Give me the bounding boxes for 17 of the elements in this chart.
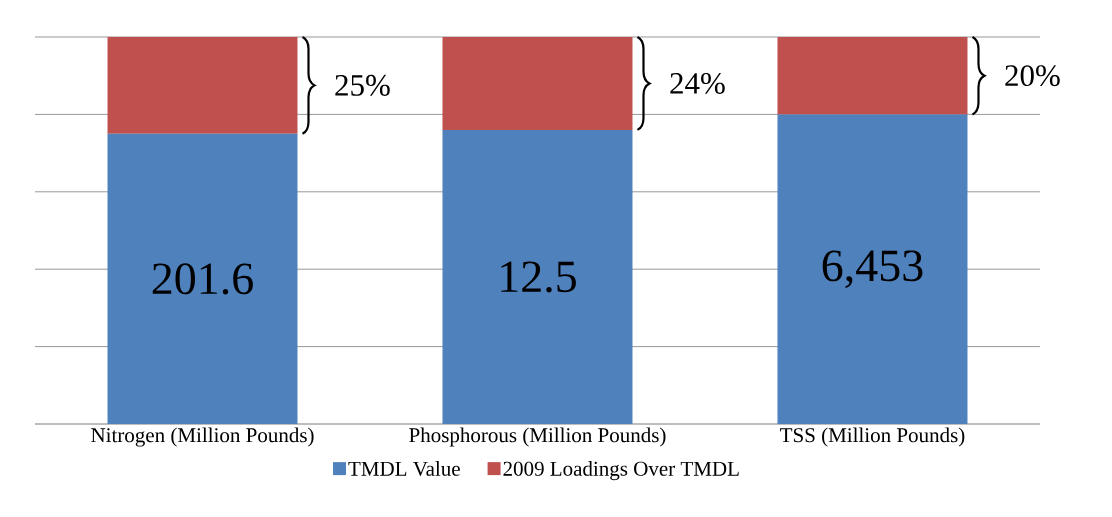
legend-label: TMDL Value <box>348 461 460 476</box>
annotation: 25% <box>335 74 390 96</box>
annotation: 12.5 <box>501 261 576 293</box>
bar <box>777 37 968 115</box>
x-tick-label: Nitrogen (Million Pounds) <box>91 427 314 447</box>
annotation: 6,453 <box>822 250 923 288</box>
bar <box>107 133 298 424</box>
annotation: 201.6 <box>152 263 253 295</box>
bar <box>777 114 968 424</box>
bar <box>107 37 298 134</box>
x-tick-label: Phosphorous (Million Pounds) <box>409 427 666 447</box>
x-tick-label: TSS (Million Pounds) <box>780 427 965 447</box>
legend-label: 2009 Loadings Over TMDL <box>503 461 739 481</box>
bar <box>442 129 633 424</box>
annotation: 20% <box>1005 65 1060 87</box>
bar <box>442 37 633 130</box>
annotation: 24% <box>670 72 725 94</box>
